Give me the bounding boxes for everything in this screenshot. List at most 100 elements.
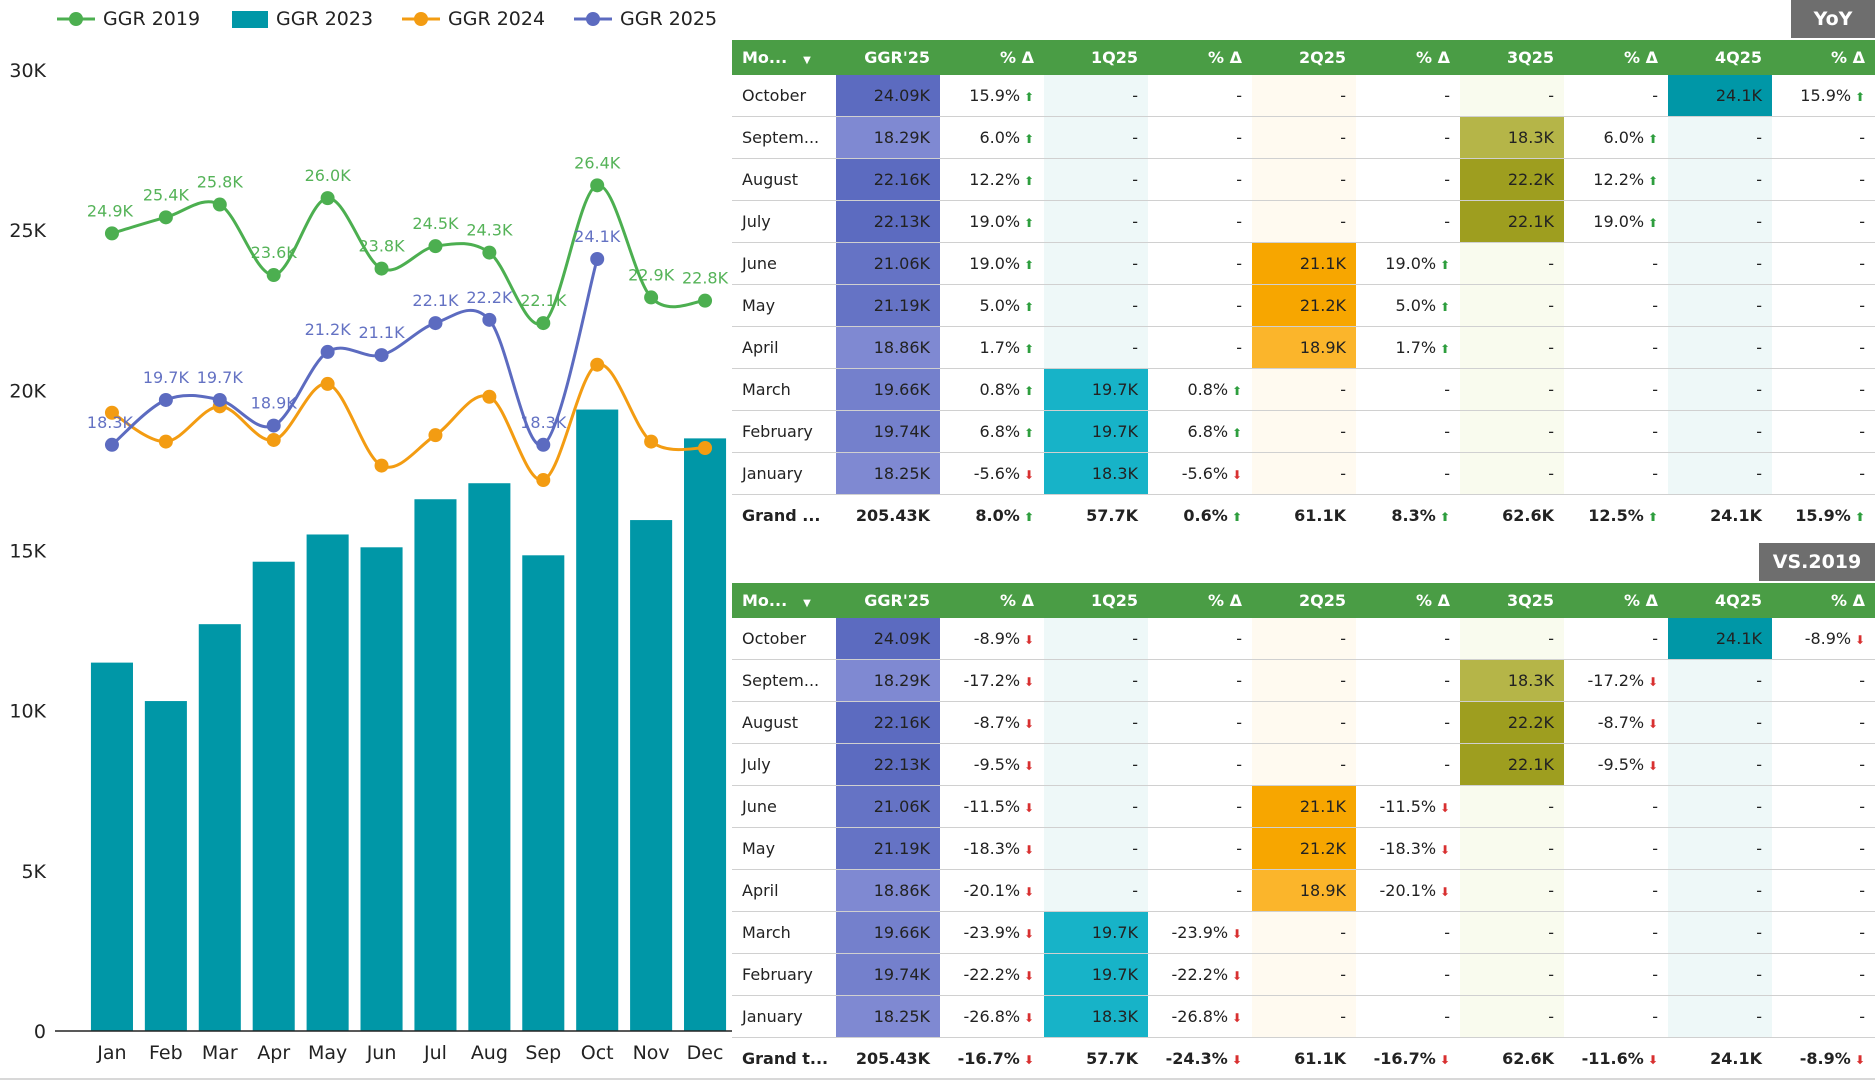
total-quarter-pct-cell: -8.9% ⬇ [1799,1049,1865,1068]
quarter-value-cell: - [1252,659,1356,702]
column-header[interactable]: GGR'25 [836,40,940,75]
month-cell: June [732,242,836,285]
column-header[interactable]: % Δ [940,583,1044,618]
total-ggr25-cell: 205.43K [855,506,930,525]
arrow-up-icon: ⬆ [1644,132,1658,146]
arrow-up-icon: ⬆ [1020,258,1034,272]
quarter-value-cell: - [1460,869,1564,912]
column-header[interactable]: % Δ [1564,583,1668,618]
legend-label: GGR 2024 [448,8,546,30]
quarter-pct-cell: - [1148,116,1252,159]
data-label-ggr-2025: 19.7K [143,368,190,387]
total-quarter-pct-cell: 0.6% ⬆ [1183,506,1242,525]
point-ggr-2019 [104,226,119,241]
point-ggr-2025 [374,348,389,363]
quarter-pct-cell: - [1356,743,1460,786]
column-header[interactable]: % Δ [1772,40,1875,75]
month-cell: April [732,869,836,912]
column-header[interactable]: % Δ [1356,583,1460,618]
column-header[interactable]: 4Q25 [1668,583,1772,618]
arrow-up-icon: ⬆ [1644,216,1658,230]
data-label-ggr-2019: 24.5K [412,214,459,233]
ggr25-cell: 19.74K [836,410,940,453]
total-quarter-value-cell: 61.1K [1294,1049,1346,1068]
table-row: April 18.86K 1.7% ⬆ - -18.9K 1.7% ⬆ - - - - [732,326,1875,369]
data-label-ggr-2025: 21.1K [358,323,405,342]
column-header[interactable]: % Δ [1148,40,1252,75]
data-label-ggr-2019: 24.3K [466,221,513,240]
quarter-value-cell: - [1044,743,1148,786]
quarter-pct-cell: 15.9% ⬆ [1772,75,1875,117]
quarter-value-cell: - [1460,368,1564,411]
point-ggr-2024 [482,389,497,404]
quarter-value-cell: - [1252,410,1356,453]
quarter-pct-cell: - [1148,618,1252,660]
quarter-pct-cell: - [1772,452,1875,495]
table-row: June 21.06K -11.5% ⬇ - -21.1K -11.5% ⬇ - - - - [732,785,1875,828]
data-label-ggr-2019: 22.8K [682,269,729,288]
table-row: March 19.66K 0.8% ⬆ 19.7K 0.8% ⬆ - - - - - - [732,368,1875,411]
table-row: October 24.09K 15.9% ⬆ - - - - - -24.1K 15.9% ⬆ [732,75,1875,117]
ggr25-cell: 22.13K [836,200,940,243]
arrow-down-icon: ⬇ [1436,885,1450,899]
y-tick-label: 10K [9,701,46,723]
month-column-header[interactable]: Mo... ▼ [732,583,836,618]
legend-item[interactable]: GGR 2024 [400,8,545,30]
quarter-pct-cell: - [1148,827,1252,870]
x-tick-label: Jan [96,1042,126,1064]
quarter-value-cell: - [1460,618,1564,660]
arrow-up-icon: ⬆ [1436,342,1450,356]
arrow-down-icon: ⬇ [1020,675,1034,689]
column-header[interactable]: % Δ [1772,583,1875,618]
column-header[interactable]: 2Q25 [1252,40,1356,75]
quarter-pct-cell: - [1772,284,1875,327]
column-header[interactable]: 3Q25 [1460,583,1564,618]
legend-item[interactable]: GGR 2023 [228,8,373,30]
quarter-value-cell: - [1460,75,1564,117]
table-row: February 19.74K -22.2% ⬇ 19.7K -22.2% ⬇ - - - - -… [732,953,1875,996]
point-ggr-2019 [644,290,659,305]
month-column-header[interactable]: Mo... ▼ [732,40,836,75]
column-header[interactable]: 3Q25 [1460,40,1564,75]
column-header[interactable]: 1Q25 [1044,583,1148,618]
month-cell: January [732,995,836,1038]
grand-total-row: Grand t... 205.43K -16.7% ⬇ 57.7K -24.3% ⬇ 61… [732,1038,1875,1080]
arrow-down-icon: ⬇ [1020,969,1034,983]
column-header[interactable]: 1Q25 [1044,40,1148,75]
quarter-value-cell: - [1668,200,1772,243]
quarter-pct-cell: - [1148,326,1252,369]
pct-change-cell: -22.2% ⬇ [940,953,1044,996]
table-row: July 22.13K -9.5% ⬇ - - - -22.1K -9.5% ⬇ - - [732,743,1875,786]
y-tick-label: 0 [34,1021,46,1043]
column-header[interactable]: % Δ [940,40,1044,75]
quarter-pct-cell: - [1564,75,1668,117]
quarter-value-cell: - [1252,116,1356,159]
yoy-table: Mo... ▼ GGR'25% Δ 1Q25% Δ 2Q25% Δ 3Q25% Δ 4Q25… [732,40,1875,536]
quarter-pct-cell: - [1148,200,1252,243]
column-header[interactable]: 2Q25 [1252,583,1356,618]
pct-change-cell: -26.8% ⬇ [940,995,1044,1038]
column-header[interactable]: % Δ [1564,40,1668,75]
table-row: August 22.16K 12.2% ⬆ - - - -22.2K 12.2% ⬆ - - [732,158,1875,201]
quarter-pct-cell: - [1772,911,1875,954]
quarter-pct-cell: -9.5% ⬇ [1564,743,1668,786]
point-ggr-2025 [482,312,497,327]
column-header[interactable]: % Δ [1148,583,1252,618]
legend-item[interactable]: GGR 2025 [572,8,717,30]
sort-caret-icon[interactable]: ▼ [803,55,811,66]
month-cell: February [732,953,836,996]
sort-caret-icon[interactable]: ▼ [803,598,811,609]
column-header[interactable]: % Δ [1356,40,1460,75]
column-header[interactable]: GGR'25 [836,583,940,618]
total-quarter-value-cell: 57.7K [1086,1049,1138,1068]
ggr25-cell: 18.86K [836,326,940,369]
arrow-up-icon: ⬆ [1436,300,1450,314]
legend-item[interactable]: GGR 2019 [55,8,200,30]
pct-change-cell: 0.8% ⬆ [940,368,1044,411]
ggr25-cell: 21.06K [836,785,940,828]
bar-ggr-2023 [414,499,457,1031]
month-cell: March [732,911,836,954]
arrow-down-icon: ⬇ [1227,1053,1242,1067]
column-header[interactable]: 4Q25 [1668,40,1772,75]
quarter-pct-cell: - [1356,368,1460,411]
